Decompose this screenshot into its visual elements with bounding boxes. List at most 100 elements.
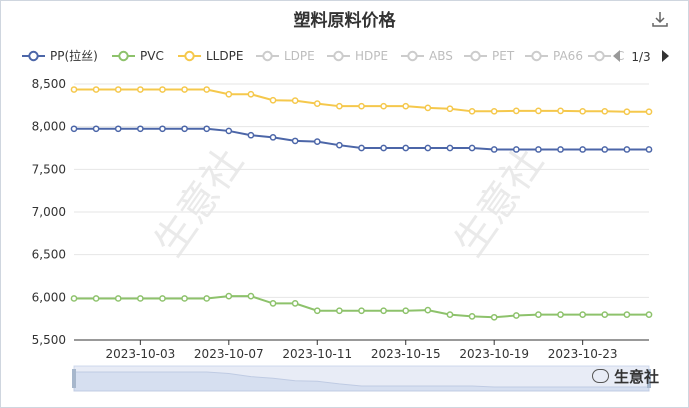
data-point <box>535 146 542 153</box>
x-tick-label: 2023-10-15 <box>371 347 441 361</box>
triangle-left-icon[interactable] <box>613 50 620 62</box>
data-point <box>601 107 609 115</box>
data-point <box>358 307 365 315</box>
y-tick-label: 5,500 <box>32 333 66 347</box>
data-point <box>358 144 365 152</box>
zoom-selection[interactable] <box>74 366 649 391</box>
data-point <box>557 107 564 115</box>
data-point <box>291 97 299 104</box>
data-point <box>490 146 498 153</box>
legend-label: PA66 <box>553 49 583 63</box>
data-point <box>601 146 609 153</box>
brand-logo: 生意社 <box>592 366 659 387</box>
data-point <box>225 127 233 135</box>
y-tick-label: 8,000 <box>32 120 66 134</box>
brand-logo-text: 生意社 <box>614 368 660 386</box>
data-point <box>136 125 144 133</box>
data-point <box>468 144 476 152</box>
legend-marker <box>407 50 418 62</box>
data-point <box>557 146 564 153</box>
data-point <box>70 125 78 133</box>
data-point <box>336 307 343 315</box>
data-point <box>313 100 321 107</box>
data-point <box>136 295 144 302</box>
data-point <box>623 311 631 319</box>
data-point <box>336 141 343 149</box>
data-point <box>159 125 166 133</box>
y-tick-label: 8,500 <box>32 77 66 91</box>
x-axis: 2023-10-03 2023-10-07 2023-10-11 2023-10-15… <box>74 339 649 361</box>
data-point <box>336 102 343 110</box>
data-point <box>623 146 631 153</box>
series-layer <box>70 86 653 321</box>
y-tick-label: 7,000 <box>32 205 66 219</box>
data-point <box>446 144 454 152</box>
chat-bubble-icon <box>592 369 609 383</box>
data-point <box>446 311 454 319</box>
y-tick-label: 7,500 <box>32 162 66 176</box>
legend-item[interactable]: ABS <box>401 49 453 63</box>
legend-label: C <box>616 49 624 63</box>
x-tick-label: 2023-10-07 <box>194 347 264 361</box>
data-point <box>557 311 564 319</box>
legend-item[interactable]: HDPE <box>327 49 388 63</box>
data-point <box>247 131 255 139</box>
data-point <box>535 107 542 115</box>
data-point <box>380 307 387 315</box>
legend-item[interactable]: PA66 <box>525 49 583 63</box>
data-point <box>490 313 498 321</box>
data-point <box>247 90 255 98</box>
legend-marker <box>184 50 195 62</box>
data-point <box>402 102 410 110</box>
legend-item[interactable]: LDPE <box>256 49 315 63</box>
download-icon[interactable] <box>651 10 669 28</box>
legend-item[interactable]: PET <box>464 49 515 63</box>
legend-label: PVC <box>140 49 164 63</box>
data-zoom-slider[interactable] <box>72 365 651 392</box>
data-point <box>114 86 122 93</box>
data-point <box>645 311 653 319</box>
data-point <box>446 105 454 113</box>
data-point <box>92 125 100 133</box>
data-point <box>645 108 653 116</box>
legend[interactable]: PP(拉丝) PVC LLDPE LDPE HDPE ABS PET PA66 C 1/3 <box>22 48 669 64</box>
legend-item[interactable]: PVC <box>112 49 164 63</box>
data-point <box>380 102 387 110</box>
zoom-handle-right[interactable] <box>647 369 651 388</box>
legend-item[interactable]: LLDPE <box>178 49 243 63</box>
x-tick-label: 2023-10-19 <box>459 347 529 361</box>
zoom-handle-left[interactable] <box>72 369 76 388</box>
data-point <box>159 295 166 302</box>
data-point <box>579 311 587 319</box>
legend-item[interactable]: PP(拉丝) <box>22 48 98 63</box>
legend-label: HDPE <box>355 49 388 63</box>
watermark-text: 生意社 <box>446 140 553 265</box>
legend-marker <box>118 50 129 62</box>
data-point <box>203 125 211 133</box>
data-point <box>92 295 100 302</box>
legend-item[interactable]: C <box>588 49 624 63</box>
data-point <box>512 107 520 115</box>
data-point <box>247 292 255 300</box>
data-point <box>424 306 432 314</box>
data-point <box>579 146 587 153</box>
data-point <box>535 311 542 319</box>
data-point <box>114 295 122 302</box>
zoom-preview-area <box>73 371 650 392</box>
x-tick-label: 2023-10-11 <box>282 347 352 361</box>
data-point <box>402 144 410 152</box>
data-point <box>181 295 188 302</box>
legend-marker <box>531 50 542 62</box>
data-point <box>203 86 211 93</box>
legend-marker <box>594 50 605 62</box>
data-point <box>601 311 609 319</box>
data-point <box>645 146 653 153</box>
triangle-right-icon[interactable] <box>662 50 669 62</box>
x-tick-label: 2023-10-03 <box>105 347 175 361</box>
legend-marker <box>28 50 39 62</box>
chart-title: 塑料原料价格 <box>293 11 396 31</box>
data-point <box>225 292 233 300</box>
data-point <box>313 138 321 145</box>
x-tick-label: 2023-10-23 <box>548 347 618 361</box>
